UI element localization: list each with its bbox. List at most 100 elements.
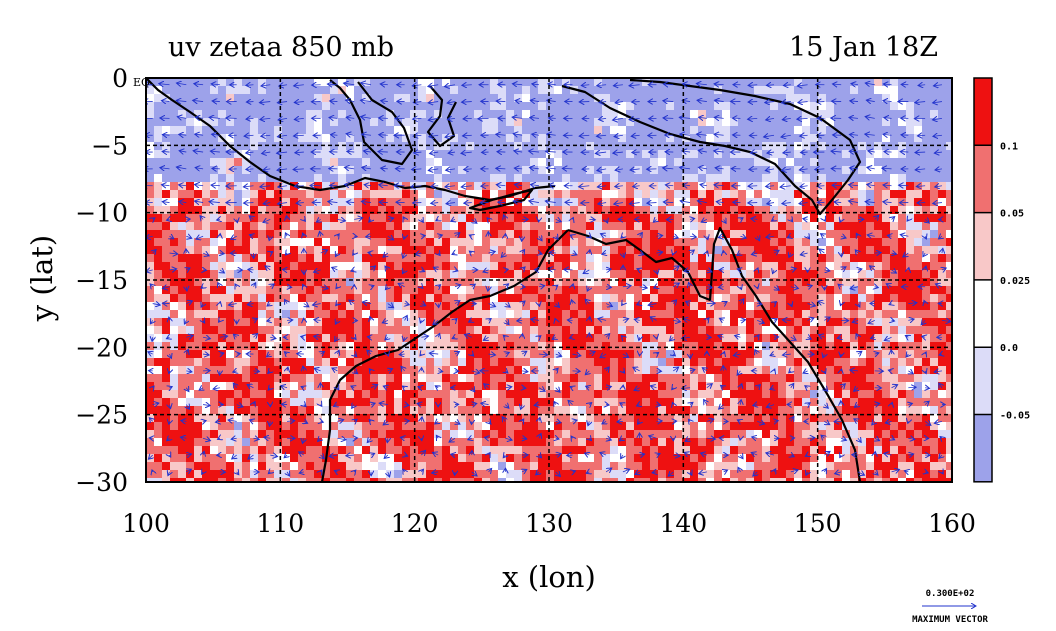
field-cell	[826, 102, 834, 110]
wind-vector	[433, 452, 439, 455]
field-cell	[178, 430, 186, 438]
field-cell	[770, 446, 778, 454]
field-cell	[882, 422, 890, 430]
field-cell	[234, 254, 242, 262]
field-cell	[458, 110, 466, 118]
wind-vector	[568, 400, 572, 404]
field-cell	[850, 222, 858, 230]
field-cell	[906, 302, 914, 310]
field-cell	[922, 214, 930, 222]
field-cell	[866, 406, 874, 414]
wind-vector	[186, 287, 187, 291]
wind-vector	[782, 203, 791, 204]
field-cell	[402, 454, 410, 462]
field-cell	[666, 422, 674, 430]
field-cell	[530, 126, 538, 134]
field-cell	[682, 406, 690, 414]
field-cell	[146, 382, 154, 390]
field-cell	[858, 422, 866, 430]
field-cell	[482, 126, 490, 134]
field-cell	[914, 382, 922, 390]
field-cell	[458, 414, 466, 422]
wind-vector	[285, 253, 287, 255]
field-cell	[186, 286, 194, 294]
field-cell	[210, 422, 218, 430]
field-cell	[602, 342, 610, 350]
field-cell	[938, 150, 946, 158]
wind-vector	[751, 219, 758, 220]
field-cell	[698, 446, 706, 454]
field-cell	[226, 462, 234, 470]
wind-vector	[933, 102, 942, 103]
field-cell	[666, 166, 674, 174]
field-cell	[234, 406, 242, 414]
wind-vector	[663, 168, 674, 169]
field-cell	[258, 278, 266, 286]
field-cell	[514, 406, 522, 414]
field-cell	[794, 134, 802, 142]
field-cell	[562, 230, 570, 238]
field-cell	[330, 110, 338, 118]
wind-vector	[455, 270, 458, 271]
field-cell	[274, 78, 282, 86]
wind-vector	[855, 250, 858, 253]
field-cell	[482, 350, 490, 358]
field-cell	[674, 158, 682, 166]
wind-vector	[179, 151, 187, 152]
field-cell	[730, 238, 738, 246]
field-cell	[594, 302, 602, 310]
wind-vector	[438, 253, 440, 255]
field-cell	[602, 462, 610, 470]
field-cell	[402, 102, 410, 110]
field-cell	[306, 86, 314, 94]
field-cell	[154, 342, 162, 350]
field-cell	[466, 174, 474, 182]
field-cell	[194, 446, 202, 454]
field-cell	[234, 286, 242, 294]
field-cell	[682, 294, 690, 302]
wind-vector	[783, 85, 791, 86]
wind-vector	[522, 301, 525, 304]
field-cell	[250, 374, 258, 382]
field-cell	[618, 214, 626, 222]
field-cell	[274, 414, 282, 422]
field-cell	[698, 182, 706, 190]
field-cell	[546, 174, 554, 182]
field-cell	[898, 182, 906, 190]
field-cell	[682, 454, 690, 462]
field-cell	[242, 358, 250, 366]
field-cell	[154, 406, 162, 414]
field-cell	[474, 158, 482, 166]
wind-vector	[823, 354, 824, 358]
wind-vector	[933, 203, 942, 204]
wind-vector	[707, 236, 708, 239]
wind-vector	[236, 405, 243, 407]
field-cell	[690, 310, 698, 318]
wind-vector	[285, 299, 287, 303]
wind-vector	[925, 401, 929, 404]
field-cell	[530, 310, 538, 318]
field-cell	[178, 310, 186, 318]
field-cell	[626, 78, 634, 86]
field-cell	[554, 382, 562, 390]
field-cell	[234, 102, 242, 110]
field-cell	[602, 230, 610, 238]
field-cell	[386, 86, 394, 94]
field-cell	[402, 390, 410, 398]
field-cell	[922, 78, 930, 86]
wind-vector	[176, 167, 187, 169]
field-cell	[178, 78, 186, 86]
wind-vector	[783, 152, 791, 153]
field-cell	[314, 246, 322, 254]
field-cell	[858, 118, 866, 126]
field-cell	[346, 334, 354, 342]
field-cell	[442, 286, 450, 294]
field-cell	[730, 158, 738, 166]
field-cell	[618, 246, 626, 254]
field-cell	[266, 198, 274, 206]
field-cell	[250, 310, 258, 318]
field-cell	[578, 446, 586, 454]
field-cell	[322, 398, 330, 406]
field-cell	[418, 110, 426, 118]
wind-vector	[354, 218, 363, 220]
